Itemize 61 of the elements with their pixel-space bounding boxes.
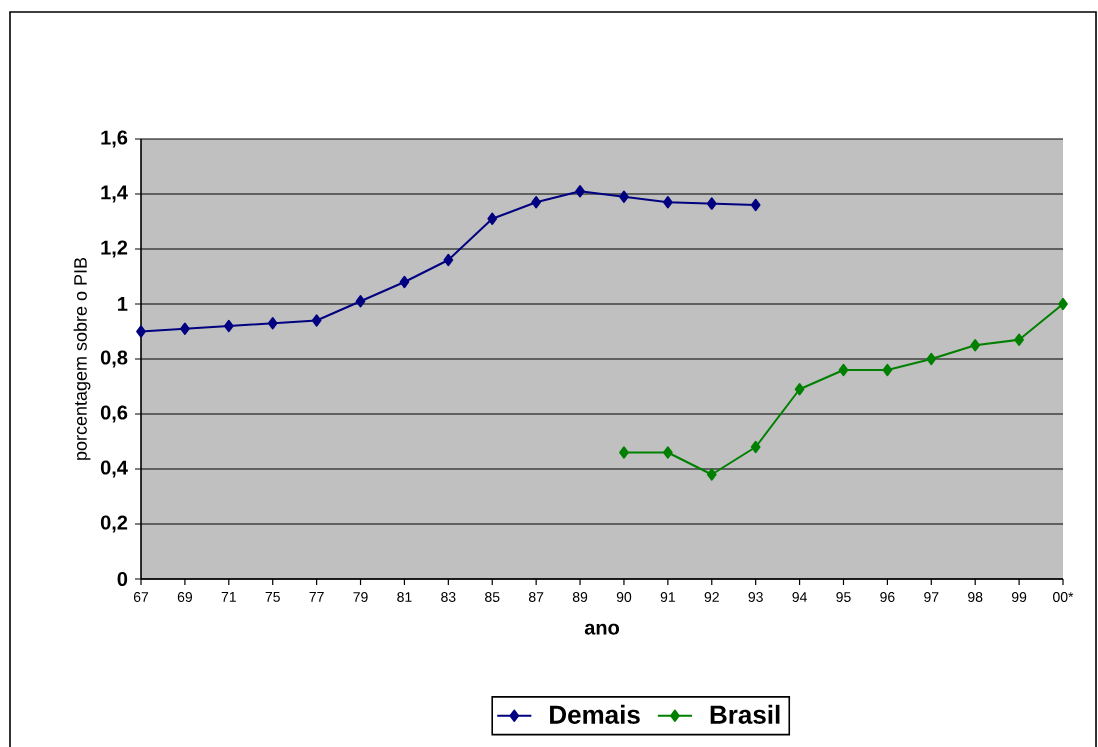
x-tick-label: 91 xyxy=(660,592,675,602)
x-tick-label: 79 xyxy=(353,592,368,602)
x-tick-label: 83 xyxy=(441,592,456,602)
point xyxy=(706,197,717,210)
point xyxy=(311,314,322,327)
y-tick-label: 0,2 xyxy=(100,515,128,533)
x-tick-label: 89 xyxy=(572,592,588,602)
point xyxy=(750,440,761,454)
x-tick-label: 95 xyxy=(836,592,851,602)
x-tick-label: 77 xyxy=(309,592,324,602)
point xyxy=(575,185,585,198)
point xyxy=(882,363,893,377)
x-tick-label: 99 xyxy=(1011,592,1027,602)
y-tick-label: 0 xyxy=(117,571,128,587)
point xyxy=(1014,333,1024,346)
y-tick-label: 1,6 xyxy=(101,130,128,148)
x-tick-label: 67 xyxy=(133,592,149,602)
x-tick-label: 81 xyxy=(397,592,412,602)
x-tick-label: 87 xyxy=(528,592,544,602)
point xyxy=(619,446,629,459)
x-tick-label: 97 xyxy=(924,592,939,602)
point xyxy=(531,196,542,209)
point xyxy=(662,446,673,459)
y-tick-label: 1 xyxy=(118,297,128,311)
x-tick-label: 98 xyxy=(968,592,983,602)
point xyxy=(267,317,278,330)
point xyxy=(487,212,498,225)
point xyxy=(443,253,454,267)
point xyxy=(970,339,981,352)
y-axis-title: porcentagem sobre o PIB xyxy=(73,257,91,460)
x-tick-label: 00* xyxy=(1053,592,1074,602)
y-tick-label: 1,4 xyxy=(101,185,128,203)
x-tick-label: 93 xyxy=(748,592,763,602)
point xyxy=(662,196,673,209)
x-axis-title: ano xyxy=(584,623,620,635)
y-tick-label: 0,6 xyxy=(100,405,128,423)
y-tick-label: 0,4 xyxy=(100,460,128,478)
x-tick-label: 85 xyxy=(485,592,500,602)
x-tick-label: 96 xyxy=(880,592,895,602)
x-tick-label: 69 xyxy=(177,592,193,602)
point xyxy=(1058,297,1068,311)
x-tick-label: 75 xyxy=(265,592,280,602)
legend-label: Demais xyxy=(550,704,640,724)
x-tick-label: 90 xyxy=(616,592,632,602)
point xyxy=(750,198,761,212)
x-tick-label: 71 xyxy=(221,592,236,602)
point xyxy=(223,319,234,333)
point xyxy=(794,383,805,396)
point xyxy=(355,295,366,308)
point xyxy=(619,190,629,203)
point xyxy=(838,363,849,377)
point xyxy=(926,352,937,366)
point xyxy=(180,322,190,335)
x-tick-label: 92 xyxy=(704,592,719,602)
legend-label: Brasil xyxy=(710,704,780,724)
x-tick-label: 94 xyxy=(792,592,807,602)
point xyxy=(136,325,146,338)
y-tick-label: 0,8 xyxy=(100,350,128,368)
y-tick-label: 1,2 xyxy=(101,240,128,258)
point xyxy=(399,275,410,289)
point xyxy=(706,468,717,481)
